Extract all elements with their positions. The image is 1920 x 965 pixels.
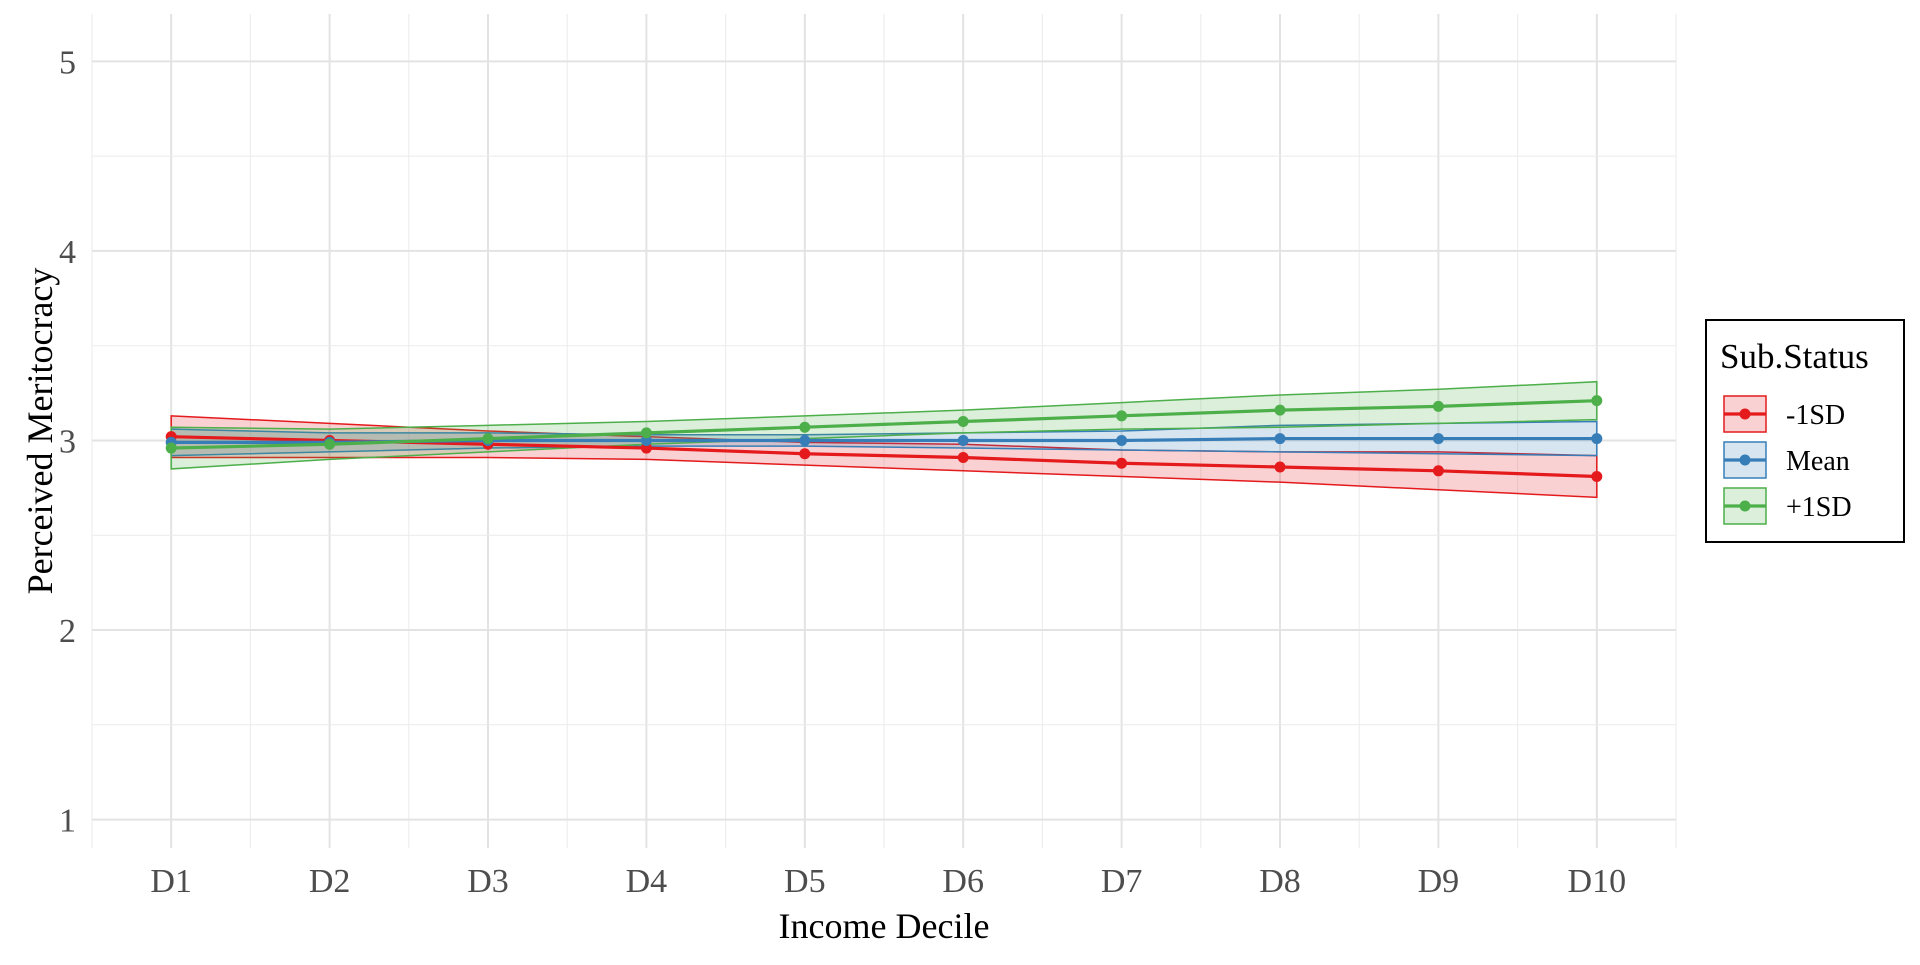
- legend-label: +1SD: [1786, 492, 1852, 523]
- confidence-band-Mean: [170, 420, 1598, 457]
- data-point: [1274, 461, 1286, 473]
- y-tick-label: 4: [59, 234, 76, 271]
- data-point: [799, 448, 811, 460]
- data-points: [165, 395, 1603, 482]
- data-point: [957, 434, 969, 446]
- x-tick-label: D8: [1259, 863, 1301, 900]
- y-tick-label: 3: [59, 423, 76, 460]
- data-point: [799, 421, 811, 433]
- legend-label: Mean: [1786, 446, 1850, 477]
- data-point: [1591, 433, 1603, 445]
- data-point: [324, 438, 336, 450]
- y-tick-label: 1: [59, 803, 76, 840]
- x-tick-label: D7: [1101, 863, 1143, 900]
- x-tick-label: D1: [150, 863, 192, 900]
- x-tick-label: D4: [626, 863, 668, 900]
- data-point: [640, 442, 652, 454]
- legend-item--1SD: -1SD: [1723, 395, 1845, 433]
- legend-items: -1SD Mean +1SD: [1723, 395, 1852, 525]
- legend-item-Mean: Mean: [1723, 441, 1850, 479]
- x-tick-label: D9: [1418, 863, 1460, 900]
- legend-title: Sub.Status: [1720, 337, 1869, 376]
- data-point: [165, 442, 177, 454]
- data-point: [799, 434, 811, 446]
- legend: Sub.Status -1SD Mean +1SD: [1705, 319, 1905, 543]
- y-axis-title: Perceived Meritocracy: [20, 268, 60, 595]
- legend-point: [1739, 408, 1751, 420]
- data-point: [1116, 457, 1128, 469]
- data-point: [1591, 395, 1603, 407]
- y-tick-label: 2: [59, 613, 76, 650]
- data-point: [1116, 434, 1128, 446]
- legend-point: [1739, 454, 1751, 466]
- x-tick-label: D6: [942, 863, 984, 900]
- data-point: [482, 433, 494, 445]
- legend-point: [1739, 500, 1751, 512]
- data-point: [640, 434, 652, 446]
- data-point: [1274, 433, 1286, 445]
- data-point: [1116, 410, 1128, 422]
- x-tick-label: D2: [309, 863, 351, 900]
- data-point: [1432, 400, 1444, 412]
- data-point: [1591, 470, 1603, 482]
- axis-tick-labels: D1 D2 D3 D4 D5 D6 D7 D8 D9 D10 1 2 3 4 5: [59, 44, 1626, 900]
- data-point: [640, 427, 652, 439]
- legend-label: -1SD: [1786, 400, 1845, 431]
- series-lines: [171, 399, 1597, 479]
- data-point: [957, 452, 969, 464]
- series-line-+1SD: [171, 399, 1597, 450]
- data-point: [1432, 433, 1444, 445]
- x-tick-label: D5: [784, 863, 826, 900]
- x-tick-label: D10: [1568, 863, 1627, 900]
- data-point: [1274, 404, 1286, 416]
- x-tick-label: D3: [467, 863, 509, 900]
- legend-item-+1SD: +1SD: [1723, 487, 1852, 525]
- data-point: [1432, 465, 1444, 477]
- x-axis-title: Income Decile: [779, 906, 990, 946]
- y-tick-label: 5: [59, 44, 76, 81]
- data-point: [957, 416, 969, 428]
